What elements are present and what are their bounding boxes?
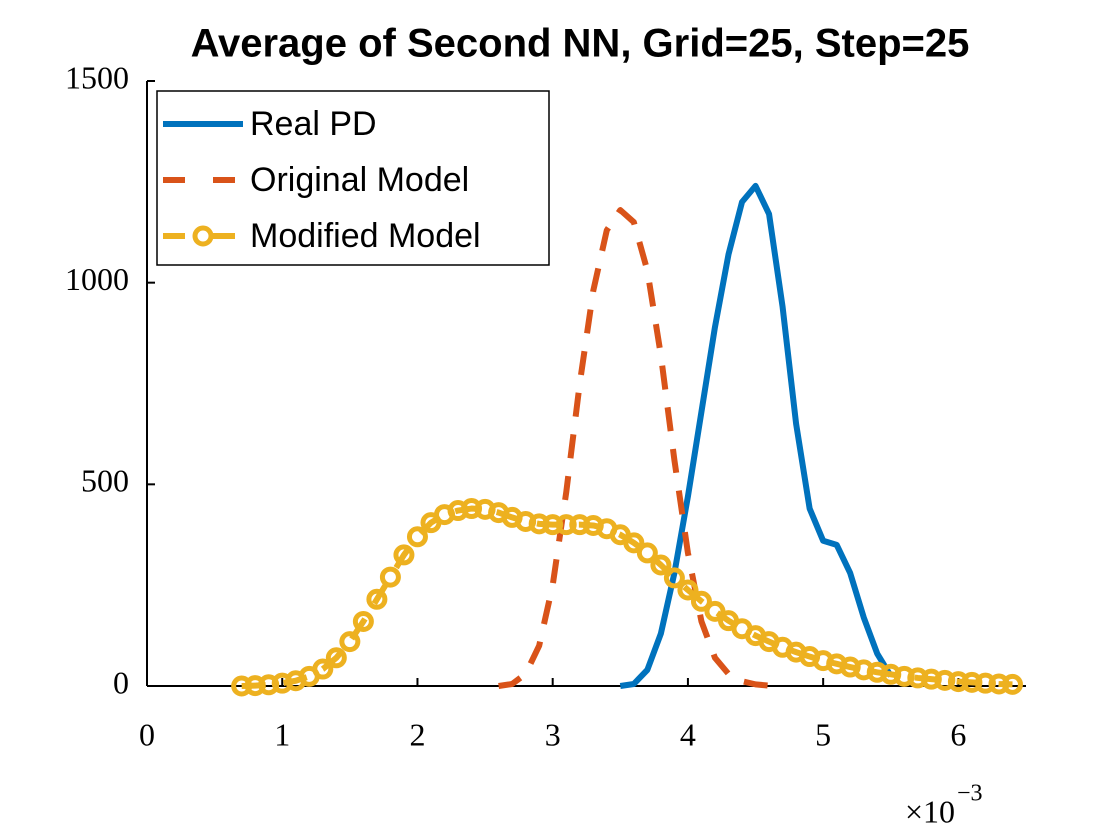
y-tick-label: 500 bbox=[81, 463, 129, 499]
legend-label: Real PD bbox=[250, 105, 377, 143]
x-tick-label: 4 bbox=[680, 716, 696, 752]
marker bbox=[1001, 673, 1023, 695]
chart-title: Average of Second NN, Grid=25, Step=25 bbox=[191, 22, 970, 66]
y-tick-label: 1000 bbox=[65, 261, 129, 297]
marker bbox=[406, 526, 428, 548]
marker bbox=[379, 566, 401, 588]
marker bbox=[312, 658, 334, 680]
x-scale-base: ×10 bbox=[905, 793, 955, 829]
legend-marker bbox=[192, 225, 214, 247]
x-scale-exponent: −3 bbox=[957, 781, 983, 807]
marker bbox=[623, 532, 645, 554]
marker bbox=[393, 544, 415, 566]
marker bbox=[366, 588, 388, 610]
series-line bbox=[619, 182, 894, 689]
marker bbox=[636, 542, 658, 564]
marker bbox=[339, 631, 361, 653]
y-tick-label: 1500 bbox=[65, 59, 129, 95]
marker bbox=[325, 647, 347, 669]
marker bbox=[650, 554, 672, 576]
marker bbox=[352, 610, 374, 632]
x-tick-label: 3 bbox=[545, 716, 561, 752]
x-tick-label: 2 bbox=[409, 716, 425, 752]
y-tick-label: 0 bbox=[113, 664, 129, 700]
marker bbox=[704, 600, 726, 622]
series-line bbox=[498, 207, 783, 689]
x-tick-label: 6 bbox=[950, 716, 966, 752]
legend-label: Modified Model bbox=[250, 217, 481, 255]
x-tick-label: 1 bbox=[274, 716, 290, 752]
legend-label: Original Model bbox=[250, 161, 469, 199]
x-tick-label: 5 bbox=[815, 716, 831, 752]
x-tick-label: 0 bbox=[139, 716, 155, 752]
marker bbox=[663, 567, 685, 589]
marker bbox=[690, 590, 712, 612]
marker bbox=[677, 579, 699, 601]
